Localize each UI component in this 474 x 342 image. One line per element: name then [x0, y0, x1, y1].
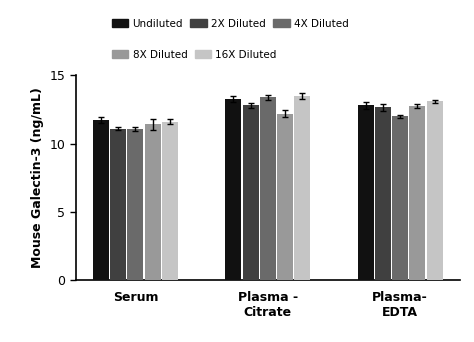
Bar: [93, 120, 109, 280]
Bar: [410, 106, 426, 280]
Bar: [162, 122, 178, 280]
Bar: [294, 96, 310, 280]
Bar: [128, 129, 144, 280]
Bar: [427, 101, 443, 280]
Bar: [277, 114, 293, 280]
Bar: [358, 105, 374, 280]
Bar: [375, 107, 391, 280]
Bar: [110, 129, 126, 280]
Bar: [145, 124, 161, 280]
Bar: [225, 99, 241, 280]
Bar: [392, 116, 408, 280]
Bar: [260, 97, 276, 280]
Bar: [243, 105, 259, 280]
Y-axis label: Mouse Galectin-3 (ng/mL): Mouse Galectin-3 (ng/mL): [31, 88, 44, 268]
Legend: 8X Diluted, 16X Diluted: 8X Diluted, 16X Diluted: [112, 50, 277, 60]
